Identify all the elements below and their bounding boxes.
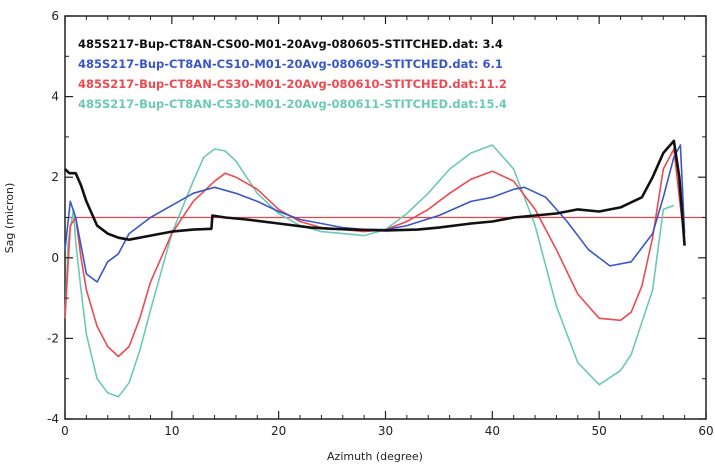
legend-entry-4: 485S217-Bup-CT8AN-CS30-M01-20Avg-080611-… <box>78 97 507 111</box>
y-tick-label: -2 <box>47 331 59 345</box>
x-tick-label: 60 <box>698 424 713 438</box>
legend-entry-3: 485S217-Bup-CT8AN-CS30-M01-20Avg-080610-… <box>78 77 507 91</box>
series-line-4 <box>64 144 675 398</box>
x-axis-ticks: 0 10 20 30 40 50 60 <box>61 16 714 438</box>
x-tick-label: 0 <box>61 424 69 438</box>
y-tick-label: 2 <box>51 170 59 184</box>
x-axis-label: Azimuth (degree) <box>327 450 423 463</box>
x-tick-label: 50 <box>592 424 607 438</box>
x-tick-label: 30 <box>378 424 393 438</box>
series-line-2 <box>64 144 686 283</box>
legend-entry-1: 485S217-Bup-CT8AN-CS00-M01-20Avg-080605-… <box>78 37 503 51</box>
y-axis-label: Sag (micron) <box>3 183 16 254</box>
y-tick-label: 6 <box>51 9 59 23</box>
series-line-1 <box>64 139 686 246</box>
legend: 485S217-Bup-CT8AN-CS00-M01-20Avg-080605-… <box>78 37 507 111</box>
x-tick-label: 10 <box>164 424 179 438</box>
y-tick-label: -4 <box>47 412 59 426</box>
legend-entry-2: 485S217-Bup-CT8AN-CS10-M01-20Avg-080609-… <box>78 57 503 71</box>
y-tick-label: 4 <box>51 90 59 104</box>
y-tick-label: 0 <box>51 251 59 265</box>
x-tick-label: 40 <box>485 424 500 438</box>
y-axis-ticks: -4 -2 0 2 4 6 <box>47 9 706 426</box>
series-layer <box>64 139 686 398</box>
x-tick-label: 20 <box>271 424 286 438</box>
